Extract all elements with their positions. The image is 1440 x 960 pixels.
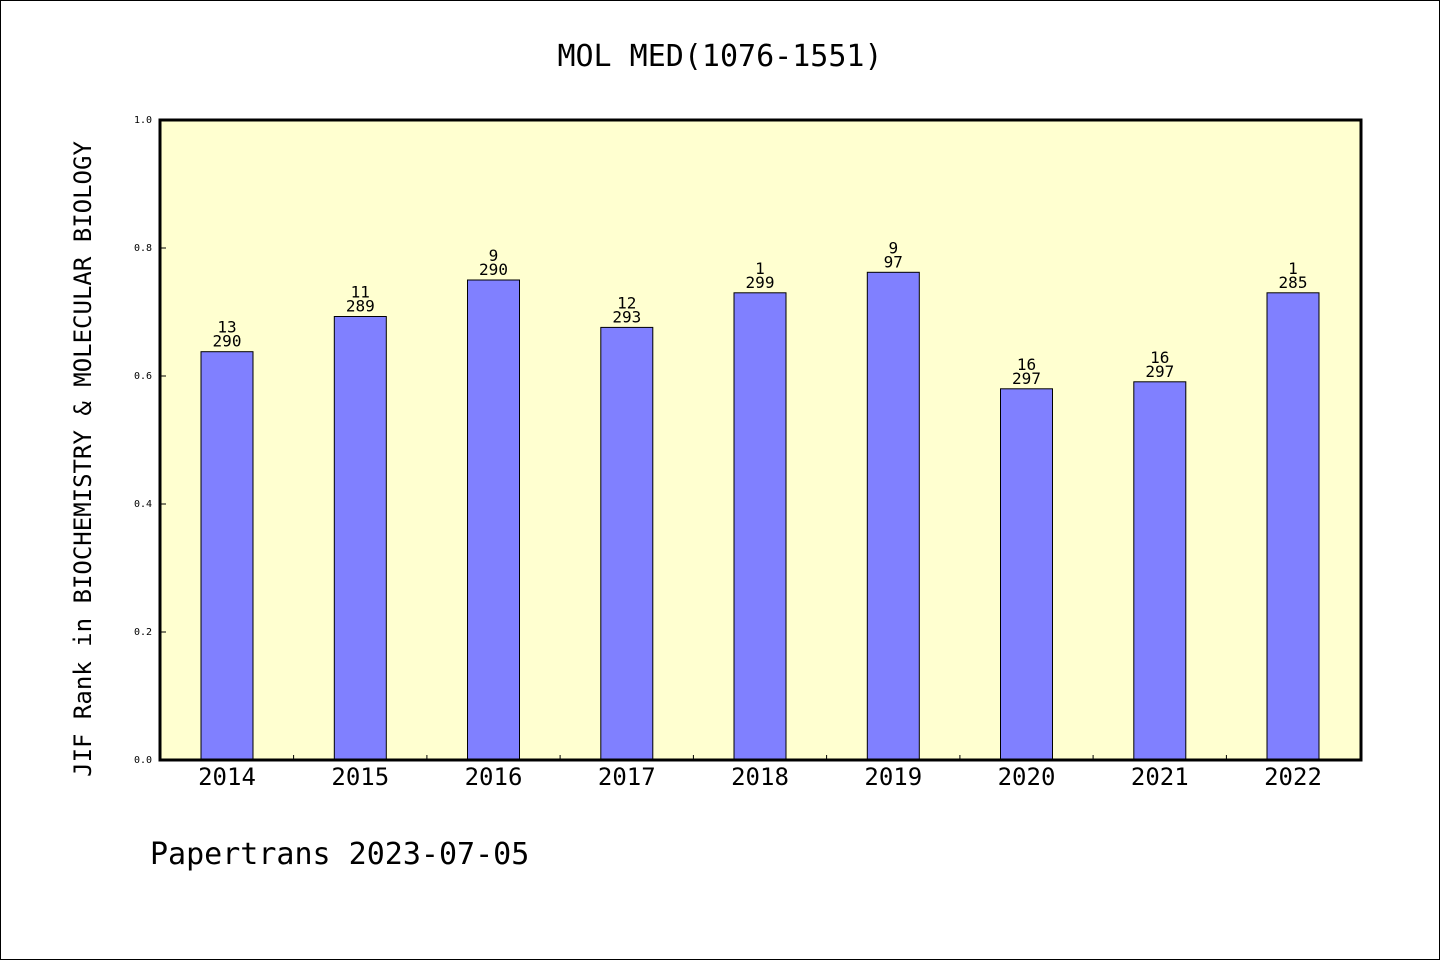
bar-label-rank: 16: [1150, 348, 1169, 367]
bar-2015: [333, 316, 387, 761]
bar-label-total: 97: [884, 252, 903, 271]
bar-label-total: 290: [479, 260, 508, 279]
x-tick-label: 2021: [1131, 763, 1189, 791]
bar-label-total: 290: [213, 332, 242, 351]
y-tick-label: 1.0: [134, 115, 152, 126]
bar-label-total: 293: [612, 307, 641, 326]
bar-2019: [866, 271, 920, 761]
bar-label-total: 285: [1279, 273, 1308, 292]
footer-watermark: Papertrans 2023-07-05: [150, 837, 529, 872]
x-ticks-layer: 2014 2015 2016 2017 2018 2019 2020 2021 2022: [198, 755, 1322, 791]
bar-label-rank: 11: [351, 283, 370, 302]
bar-label-rank: 12: [617, 293, 636, 312]
bar-label-rank: 1: [755, 259, 765, 278]
x-tick-label: 2017: [598, 763, 656, 791]
y-axis-label: JIF Rank in BIOCHEMISTRY & MOLECULAR BIO…: [69, 141, 97, 777]
x-tick-label: 2018: [731, 763, 789, 791]
bar-2016: [467, 279, 520, 761]
x-tick-label: 2016: [465, 763, 523, 791]
bar-2018: [733, 292, 787, 761]
bar-2021: [1133, 381, 1187, 761]
bar-label-total: 297: [1145, 362, 1174, 381]
x-tick-label: 2019: [864, 763, 922, 791]
bar-label-rank: 9: [489, 246, 499, 265]
x-tick-label: 2020: [998, 763, 1056, 791]
bar-label-rank: 1: [1288, 259, 1298, 278]
bar-label-total: 289: [346, 297, 375, 316]
y-tick-label: 0.6: [134, 371, 152, 382]
bar-2017: [600, 326, 654, 761]
plot-border: [158, 118, 1363, 762]
x-tick-label: 2014: [198, 763, 256, 791]
x-tick-label: 2022: [1264, 763, 1322, 791]
x-tick-label: 2015: [331, 763, 389, 791]
y-tick-label: 0.8: [134, 243, 152, 254]
chart-title: MOL MED(1076-1551): [557, 39, 882, 74]
bar-label-rank: 13: [217, 318, 236, 337]
bar-2020: [1000, 388, 1053, 761]
bar-2014: [200, 351, 254, 761]
y-tick-label: 0.4: [134, 499, 152, 510]
y-tick-label: 0.0: [134, 755, 152, 766]
bar-label-total: 297: [1012, 369, 1041, 388]
y-tick-label: 0.2: [134, 627, 152, 638]
bar-2022: [1266, 292, 1320, 761]
bar-label-rank: 16: [1017, 355, 1036, 374]
bars-layer: [200, 271, 1320, 761]
bar-label-total: 299: [746, 273, 775, 292]
bar-label-rank: 9: [888, 238, 898, 257]
